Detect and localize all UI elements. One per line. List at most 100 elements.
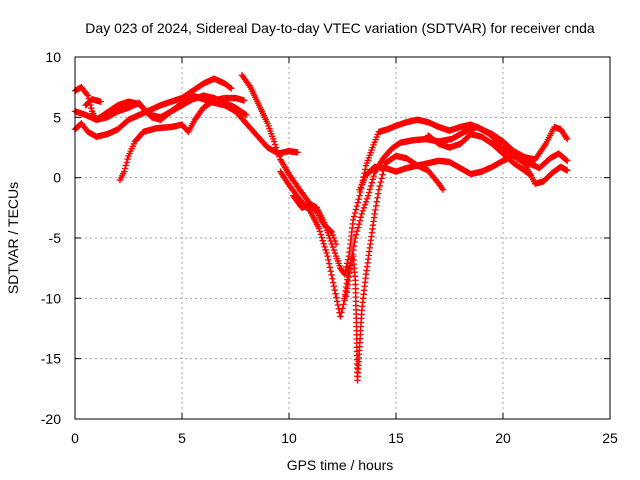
data-point: [374, 190, 382, 197]
data-point: [355, 221, 363, 228]
data-point: [360, 204, 368, 212]
data-point: [350, 242, 358, 250]
series-track-10: [290, 192, 340, 248]
data-point: [352, 206, 360, 213]
data-point: [83, 91, 90, 98]
data-point: [337, 313, 344, 320]
y-tick-label: -10: [41, 290, 61, 306]
data-point: [332, 290, 339, 298]
data-point: [334, 301, 342, 309]
data-point: [377, 178, 384, 186]
data-point: [367, 182, 375, 190]
data-point: [350, 246, 357, 254]
data-point: [358, 210, 365, 218]
data-point: [562, 156, 570, 164]
data-point: [356, 192, 363, 199]
data-point: [346, 261, 354, 269]
data-point: [341, 271, 348, 278]
series-track-4: [82, 96, 104, 109]
x-tick-label: 0: [71, 430, 79, 446]
data-point: [330, 283, 338, 290]
data-point: [351, 209, 359, 217]
data-point: [371, 210, 378, 218]
data-point: [378, 175, 385, 182]
data-point: [121, 165, 129, 172]
data-point: [356, 217, 364, 224]
data-point: [121, 168, 128, 175]
data-point: [323, 249, 330, 257]
data-point: [370, 172, 377, 180]
data-point: [330, 234, 338, 242]
data-point: [374, 194, 381, 201]
grid: [75, 57, 610, 419]
x-tick-label: 20: [495, 430, 511, 446]
data-point: [353, 202, 361, 210]
data-point: [350, 213, 358, 220]
data-point: [274, 147, 281, 154]
y-tick-label: 0: [53, 170, 61, 186]
data-point: [526, 171, 534, 178]
data-point: [564, 167, 571, 174]
data-point: [324, 252, 331, 260]
data-point: [354, 199, 361, 206]
data-point: [372, 206, 379, 214]
data-point: [333, 294, 340, 301]
data-point: [357, 214, 365, 221]
data-point: [354, 224, 362, 231]
data-point: [348, 255, 356, 263]
data-point: [270, 138, 278, 145]
data-point: [361, 201, 369, 209]
y-tick-label: 5: [53, 109, 61, 125]
data-point: [564, 157, 571, 164]
data-point: [369, 176, 376, 183]
data-point: [321, 243, 328, 251]
data-point: [372, 202, 380, 210]
axis-ticks: -20 -15 -10 -5 0 5 10 0 5 10 15 20 25: [41, 49, 618, 446]
x-tick-label: 25: [602, 430, 618, 446]
data-point: [353, 231, 360, 238]
data-point: [226, 84, 234, 91]
series-track-2: [71, 75, 235, 140]
data-point: [352, 234, 359, 242]
data-point: [325, 256, 332, 264]
data-point: [330, 246, 338, 254]
data-point: [366, 186, 374, 193]
chart-title: Day 023 of 2024, Sidereal Day-to-day VTE…: [85, 20, 595, 36]
data-point: [331, 237, 339, 245]
data-point: [331, 286, 338, 294]
series-track-3: [71, 92, 250, 123]
data-point: [329, 275, 336, 282]
x-tick-label: 5: [178, 430, 186, 446]
data-point: [368, 179, 376, 186]
data-point: [329, 231, 337, 239]
data-point: [326, 264, 334, 271]
data-point: [353, 227, 361, 235]
y-tick-label: -5: [49, 230, 62, 246]
data-point: [342, 267, 349, 274]
data-point: [329, 279, 337, 286]
data-point: [318, 234, 326, 241]
data-point: [331, 249, 339, 257]
y-tick-label: 10: [45, 49, 61, 65]
data-point: [350, 216, 357, 224]
data-point: [379, 171, 386, 178]
y-axis-label: SDTVAR / TECUs: [5, 182, 21, 294]
data-points: [71, 71, 571, 384]
data-point: [275, 150, 282, 157]
data-point: [362, 198, 370, 205]
data-point: [316, 228, 324, 235]
data-point: [97, 98, 104, 105]
data-point: [317, 231, 325, 238]
data-point: [228, 85, 235, 92]
data-point: [563, 134, 570, 141]
data-point: [322, 246, 329, 254]
series-track-8: [341, 152, 447, 384]
data-point: [241, 110, 249, 118]
data-point: [276, 153, 283, 160]
x-axis-label: GPS time / hours: [287, 457, 394, 473]
data-point: [123, 159, 130, 166]
data-point: [355, 196, 362, 203]
data-point: [243, 111, 250, 119]
data-point: [363, 195, 371, 202]
